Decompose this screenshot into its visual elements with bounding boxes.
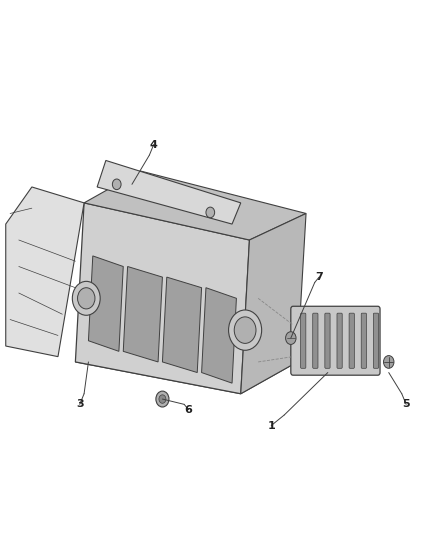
Circle shape [229, 310, 261, 350]
Circle shape [384, 356, 394, 368]
Text: 3: 3 [76, 399, 84, 409]
FancyBboxPatch shape [313, 313, 318, 368]
Polygon shape [84, 171, 306, 240]
Polygon shape [123, 266, 162, 362]
FancyBboxPatch shape [291, 306, 380, 375]
Text: 6: 6 [184, 405, 192, 415]
Polygon shape [201, 288, 237, 383]
FancyBboxPatch shape [349, 313, 354, 368]
FancyBboxPatch shape [325, 313, 330, 368]
Polygon shape [75, 203, 250, 394]
Polygon shape [88, 256, 123, 351]
Text: 7: 7 [315, 272, 323, 282]
Polygon shape [6, 187, 84, 357]
FancyBboxPatch shape [300, 313, 306, 368]
Circle shape [156, 391, 169, 407]
Polygon shape [162, 277, 201, 373]
Text: 1: 1 [267, 421, 275, 431]
Circle shape [234, 317, 256, 343]
Text: 4: 4 [150, 140, 158, 150]
Polygon shape [75, 319, 297, 394]
FancyBboxPatch shape [337, 313, 342, 368]
FancyBboxPatch shape [361, 313, 367, 368]
Polygon shape [97, 160, 241, 224]
Circle shape [159, 395, 166, 403]
FancyBboxPatch shape [373, 313, 378, 368]
Circle shape [206, 207, 215, 217]
Circle shape [78, 288, 95, 309]
Circle shape [72, 281, 100, 316]
Text: 5: 5 [403, 399, 410, 409]
Polygon shape [241, 214, 306, 394]
Circle shape [113, 179, 121, 190]
Circle shape [286, 332, 296, 344]
